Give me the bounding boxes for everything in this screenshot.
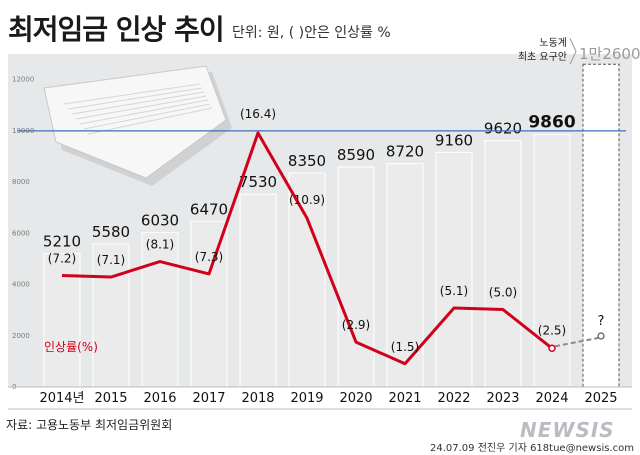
rate-value-label: (5.0)	[489, 286, 517, 300]
x-tick-label: 2024	[535, 391, 568, 406]
bar-value-label: 8590	[337, 146, 375, 164]
x-tick-label: 2023	[486, 391, 519, 406]
y-tick-label: 2000	[12, 332, 30, 340]
rate-point	[548, 344, 556, 353]
x-tick-label: 2022	[437, 391, 470, 406]
bar-value-label: 5210	[43, 233, 81, 251]
x-tick-label: 2015	[94, 391, 127, 406]
rate-value-label: (2.5)	[538, 323, 566, 337]
annotation-label-line1: 노동계	[539, 37, 567, 49]
bar	[141, 232, 179, 388]
rate-value-label: (5.1)	[440, 284, 468, 298]
y-tick-label: 8000	[12, 178, 30, 186]
bar	[92, 243, 130, 388]
x-tick-label: 2018	[241, 391, 274, 406]
bar	[288, 172, 326, 388]
banknote-edge	[63, 83, 201, 105]
rate-series-label: 인상률(%)	[44, 340, 98, 354]
annotation-label-line2: 최초 요구안	[518, 51, 567, 63]
x-tick-label: 2020	[339, 391, 372, 406]
banknote-edge	[75, 95, 207, 120]
bar-value-label: 9620	[484, 120, 522, 138]
bar	[337, 166, 375, 388]
banknote-edge	[79, 99, 209, 125]
banknote-stack-icon	[43, 65, 227, 179]
chart-title: 최저임금 인상 추이	[8, 13, 225, 46]
bar-value-label: 5580	[92, 223, 130, 241]
bar-value-label: 8720	[386, 143, 424, 161]
bar-value-label: 7530	[239, 173, 277, 191]
rate-value-label: (7.3)	[195, 250, 223, 264]
bar-value-label: 8350	[288, 152, 326, 170]
banknote-edge	[87, 107, 213, 135]
x-tick-label: 2014년	[39, 391, 84, 406]
bar-value-label: 6470	[190, 200, 228, 218]
y-tick-label: 12000	[12, 76, 34, 84]
y-tick-label: 4000	[12, 281, 30, 289]
bar	[190, 220, 228, 388]
rate-line	[61, 131, 553, 366]
rate-value-label: (2.9)	[342, 318, 370, 332]
bar-value-label: 9860	[528, 112, 575, 132]
x-tick-label: 2017	[192, 391, 225, 406]
rate-forecast-label: ?	[598, 314, 605, 329]
y-tick-label: 6000	[12, 229, 30, 237]
x-tick-label: 2021	[388, 391, 421, 406]
bar-value-label: 9160	[435, 131, 473, 149]
watermark-logo: NEWSIS	[520, 418, 615, 442]
rate-value-label: (10.9)	[289, 193, 325, 207]
unit-note: 단위: 원, ( )안은 인상률 %	[232, 25, 391, 41]
bar	[43, 253, 81, 388]
bar	[239, 193, 277, 388]
banknote-edge	[67, 87, 203, 110]
banknote-edge	[71, 91, 205, 115]
rate-forecast-point	[597, 332, 605, 340]
bar-value-label: 6030	[141, 212, 179, 230]
annotation-bracket	[569, 38, 577, 65]
rate-forecast-line	[554, 337, 599, 348]
x-tick-label: 2019	[290, 391, 323, 406]
x-tick-label: 2016	[143, 391, 176, 406]
rate-value-label: (8.1)	[146, 238, 174, 252]
rate-value-label: (7.2)	[48, 251, 76, 265]
bar	[484, 140, 522, 388]
bar	[435, 151, 473, 388]
x-tick-label: 2025	[584, 391, 617, 406]
rate-value-label: (1.5)	[391, 340, 419, 354]
banknote-edge	[83, 103, 211, 130]
rate-value-label: (7.1)	[97, 253, 125, 267]
annotation-value: 1만2600	[579, 45, 640, 63]
credit-line: 24.07.09 전진우 기자 618tue@newsis.com	[430, 443, 634, 454]
rate-value-label: (16.4)	[240, 107, 276, 121]
source-note: 자료: 고용노동부 최저임금위원회	[6, 418, 173, 432]
